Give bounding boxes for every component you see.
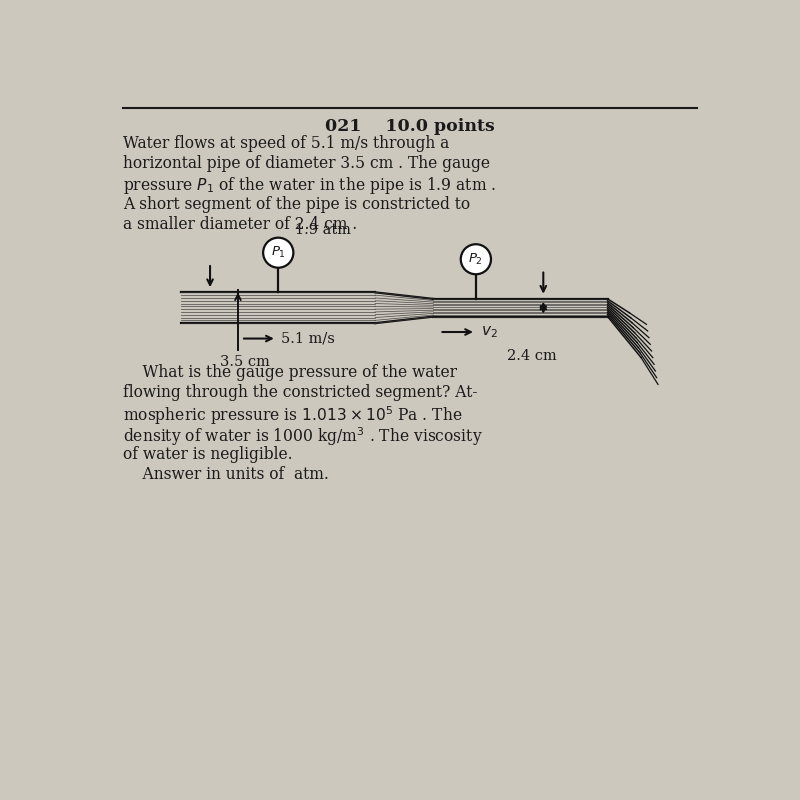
Text: 021    10.0 points: 021 10.0 points: [325, 118, 495, 134]
Text: 1.9 atm: 1.9 atm: [294, 222, 350, 237]
Circle shape: [461, 244, 491, 274]
Text: of water is negligible.: of water is negligible.: [123, 446, 293, 462]
Text: 3.5 cm: 3.5 cm: [220, 355, 270, 370]
Text: What is the gauge pressure of the water: What is the gauge pressure of the water: [123, 364, 458, 381]
Text: pressure $P_1$ of the water in the pipe is 1.9 atm .: pressure $P_1$ of the water in the pipe …: [123, 175, 497, 196]
Text: $P_2$: $P_2$: [469, 252, 483, 266]
Text: Water flows at speed of 5.1 m/s through a: Water flows at speed of 5.1 m/s through …: [123, 134, 450, 151]
Text: 2.4 cm: 2.4 cm: [507, 349, 557, 363]
Text: horizontal pipe of diameter 3.5 cm . The gauge: horizontal pipe of diameter 3.5 cm . The…: [123, 155, 490, 172]
Text: flowing through the constricted segment? At-: flowing through the constricted segment?…: [123, 384, 478, 402]
Text: $v_2$: $v_2$: [482, 324, 498, 340]
Text: density of water is 1000 kg/m$^3$ . The viscosity: density of water is 1000 kg/m$^3$ . The …: [123, 425, 483, 448]
Text: mospheric pressure is $1.013 \times 10^5$ Pa . The: mospheric pressure is $1.013 \times 10^5…: [123, 405, 462, 427]
Text: $P_1$: $P_1$: [270, 245, 286, 260]
Text: 5.1 m/s: 5.1 m/s: [282, 331, 335, 346]
Text: A short segment of the pipe is constricted to: A short segment of the pipe is constrict…: [123, 196, 470, 213]
Text: Answer in units of  atm.: Answer in units of atm.: [123, 466, 329, 483]
Circle shape: [263, 238, 294, 268]
Text: a smaller diameter of 2.4 cm .: a smaller diameter of 2.4 cm .: [123, 216, 358, 233]
